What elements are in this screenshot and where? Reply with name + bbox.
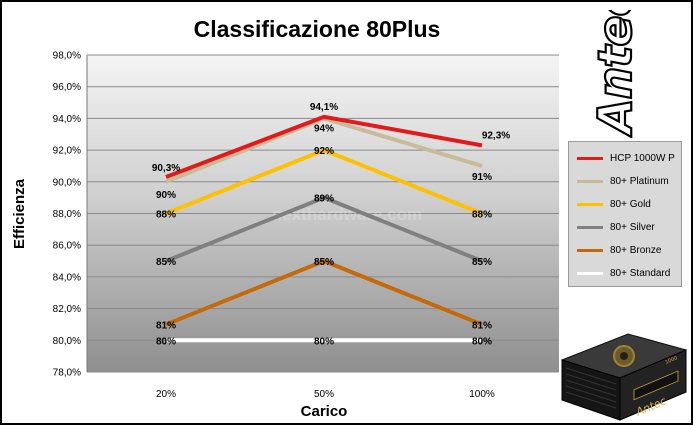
chart-title: Classificazione 80Plus xyxy=(193,16,441,42)
data-label: 81% xyxy=(156,320,176,331)
data-label: 80% xyxy=(472,336,492,347)
data-label: 91% xyxy=(472,172,492,183)
legend-item: 80+ Platinum xyxy=(577,171,669,191)
y-axis-ticks: 78,0% 80,0% 82,0% 84,0% 86,0% 88,0% 90,0% 92,0%… xyxy=(53,51,81,379)
data-label: 90% xyxy=(156,190,176,201)
legend-item: 80+ Gold xyxy=(577,194,651,214)
y-tick-label: 86,0% xyxy=(53,241,81,252)
y-tick-label: 88,0% xyxy=(53,209,81,220)
y-tick-label: 80,0% xyxy=(53,336,81,347)
legend-label: 80+ Standard xyxy=(610,267,671,279)
y-tick-label: 98,0% xyxy=(53,51,81,62)
data-label: 92% xyxy=(314,146,334,157)
y-tick-label: 82,0% xyxy=(53,304,81,315)
legend: HCP 1000W P 80+ Platinum 80+ Gold 80+ Silve… xyxy=(568,141,682,287)
y-tick-label: 96,0% xyxy=(53,82,81,93)
x-tick-label: 50% xyxy=(314,389,334,400)
legend-swatch xyxy=(577,156,603,160)
x-tick-label: 100% xyxy=(469,389,495,400)
data-labels: 90,3% 94,1% 92,3% 90% 94% 91% 88% 92% 88% 85% 89% 8… xyxy=(152,102,510,347)
antec-logo-text: Antec xyxy=(588,10,642,137)
antec-logo: Antec xyxy=(587,10,643,138)
x-axis-ticks: 20% 50% 100% xyxy=(156,389,495,400)
y-tick-label: 94,0% xyxy=(53,114,81,125)
data-label: 88% xyxy=(156,210,176,221)
series-line xyxy=(165,114,483,179)
series-lines xyxy=(165,114,483,343)
legend-item: HCP 1000W P xyxy=(577,148,675,168)
legend-swatch xyxy=(577,202,603,206)
data-label: 81% xyxy=(472,320,492,331)
data-label: 90,3% xyxy=(152,163,180,174)
watermark: nexthardware.com xyxy=(272,205,422,224)
data-label: 85% xyxy=(472,257,492,268)
y-tick-label: 92,0% xyxy=(53,146,81,157)
data-label: 88% xyxy=(472,210,492,221)
psu-badge-text: 1000 xyxy=(664,355,678,365)
legend-label: 80+ Platinum xyxy=(610,175,669,187)
data-label: 94,1% xyxy=(310,102,338,113)
legend-swatch xyxy=(577,225,603,229)
x-tick-label: 20% xyxy=(156,389,176,400)
legend-label: 80+ Silver xyxy=(610,221,655,233)
legend-label: 80+ Gold xyxy=(610,198,651,210)
series-line xyxy=(165,147,483,216)
data-label: 80% xyxy=(156,336,176,347)
series-line xyxy=(165,195,483,263)
legend-swatch xyxy=(577,248,603,252)
legend-item: 80+ Standard xyxy=(577,263,670,283)
legend-swatch xyxy=(577,179,603,183)
psu-product-image: Antec 1000 xyxy=(560,333,688,421)
legend-swatch xyxy=(577,271,603,275)
y-axis-title: Efficienza xyxy=(11,178,28,249)
data-label: 85% xyxy=(156,257,176,268)
legend-item: 80+ Bronze xyxy=(577,240,661,260)
legend-item: 80+ Silver xyxy=(577,217,655,237)
data-label: 94% xyxy=(314,123,334,134)
data-label: 92,3% xyxy=(482,130,510,141)
y-tick-label: 84,0% xyxy=(53,272,81,283)
legend-label: 80+ Bronze xyxy=(610,244,662,256)
data-label: 89% xyxy=(314,194,334,205)
data-label: 85% xyxy=(314,257,334,268)
data-label: 80% xyxy=(314,336,334,347)
y-tick-label: 78,0% xyxy=(53,368,81,379)
x-axis-title: Carico xyxy=(301,403,348,420)
series-line xyxy=(165,258,483,327)
legend-label: HCP 1000W P xyxy=(610,152,675,164)
y-tick-label: 90,0% xyxy=(53,177,81,188)
